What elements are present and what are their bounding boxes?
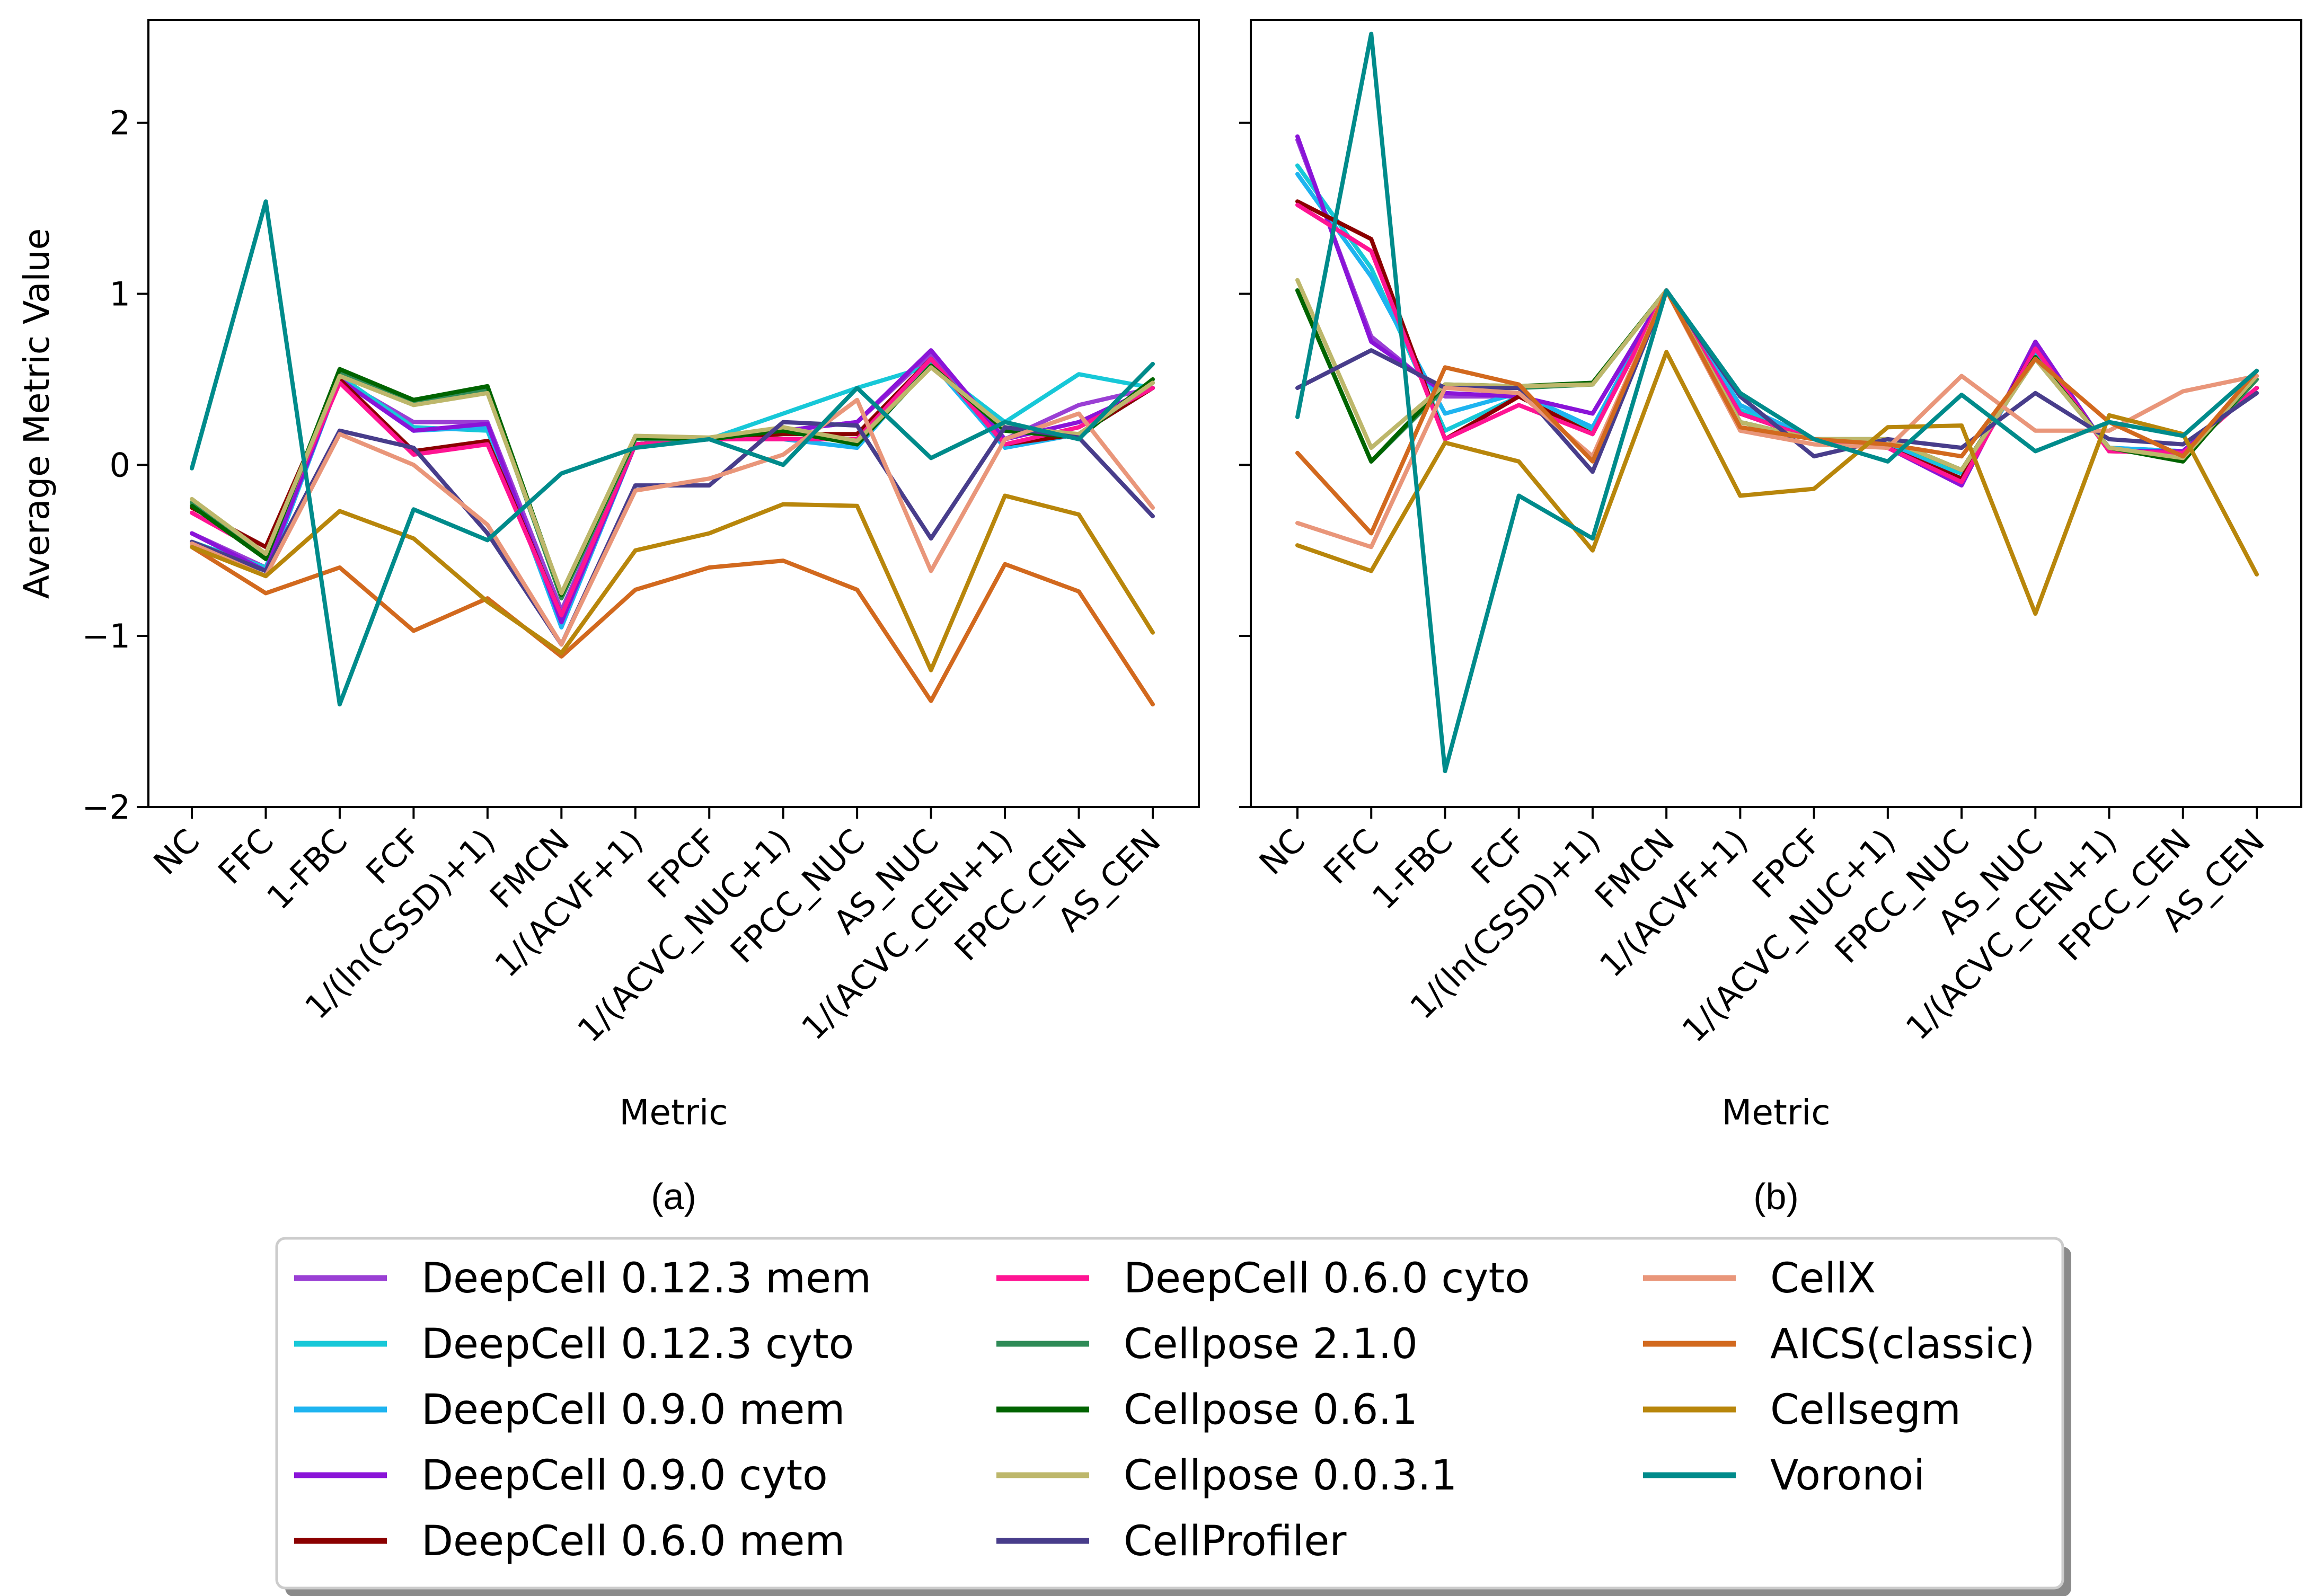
legend-label-voronoi: Voronoi — [1770, 1452, 1925, 1500]
legend-entries: DeepCell 0.12.3 mem DeepCell 0.12.3 cyto D… — [294, 1255, 2035, 1565]
y-tick-label: −2 — [82, 788, 130, 827]
series-line-cellx-a — [190, 397, 1155, 647]
series-layer-a — [190, 199, 1155, 707]
legend: DeepCell 0.12.3 mem DeepCell 0.12.3 cyto D… — [275, 1237, 2071, 1596]
series-line-cellsegm-a — [190, 493, 1155, 672]
legend-label-cellsegm: Cellsegm — [1770, 1386, 1961, 1434]
legend-label-deepcell-0-6-0-mem: DeepCell 0.6.0 mem — [421, 1518, 845, 1565]
series-line-aics-classic-a — [190, 545, 1155, 707]
legend-label-cellpose-0-0-3-1: Cellpose 0.0.3.1 — [1124, 1452, 1457, 1500]
panel-label-a: (a) — [651, 1176, 696, 1217]
legend-label-deepcell-0-12-3-cyto: DeepCell 0.12.3 cyto — [421, 1320, 854, 1368]
legend-box — [275, 1237, 2064, 1590]
panel-label-b: (b) — [1753, 1176, 1799, 1217]
series-line-voronoi-a — [190, 199, 1155, 707]
legend-label-deepcell-0-6-0-cyto: DeepCell 0.6.0 cyto — [1124, 1255, 1530, 1302]
series-layer-b — [1295, 31, 2259, 774]
y-axis-a: −2 −1 0 1 2 — [82, 104, 148, 827]
legend-label-deepcell-0-12-3-mem: DeepCell 0.12.3 mem — [421, 1255, 871, 1302]
x-axis-title-b: Metric — [1721, 1092, 1830, 1133]
plot-frame-a — [147, 19, 1200, 808]
legend-label-aics-classic: AICS(classic) — [1770, 1320, 2035, 1368]
x-axis-title-a: Metric — [619, 1092, 728, 1133]
series-line-cellsegm-b — [1295, 350, 2259, 616]
legend-label-cellpose-0-6-1: Cellpose 0.6.1 — [1124, 1386, 1418, 1434]
legend-label-deepcell-0-9-0-cyto: DeepCell 0.9.0 cyto — [421, 1452, 828, 1500]
legend-label-cellprofiler: CellProfiler — [1124, 1518, 1347, 1565]
legend-label-deepcell-0-9-0-mem: DeepCell 0.9.0 mem — [421, 1386, 845, 1434]
y-tick-label: 2 — [110, 104, 130, 143]
series-line-voronoi-b — [1295, 31, 2259, 774]
legend-label-cellpose-2-1-0: Cellpose 2.1.0 — [1124, 1320, 1418, 1368]
legend-label-cellx: CellX — [1770, 1255, 1876, 1302]
series-line-cellx-b — [1295, 288, 2259, 549]
plot-frame-b — [1250, 19, 2302, 808]
series-line-aics-classic-b — [1295, 288, 2259, 536]
y-tick-label: 1 — [110, 275, 130, 314]
y-tick-label: 0 — [110, 446, 130, 484]
y-tick-label: −1 — [82, 617, 130, 655]
y-axis-title-a: Average Metric Value — [16, 228, 57, 599]
series-line-cellpose-0-0-3-1-a — [190, 365, 1155, 596]
y-axis-b — [1239, 121, 1251, 808]
